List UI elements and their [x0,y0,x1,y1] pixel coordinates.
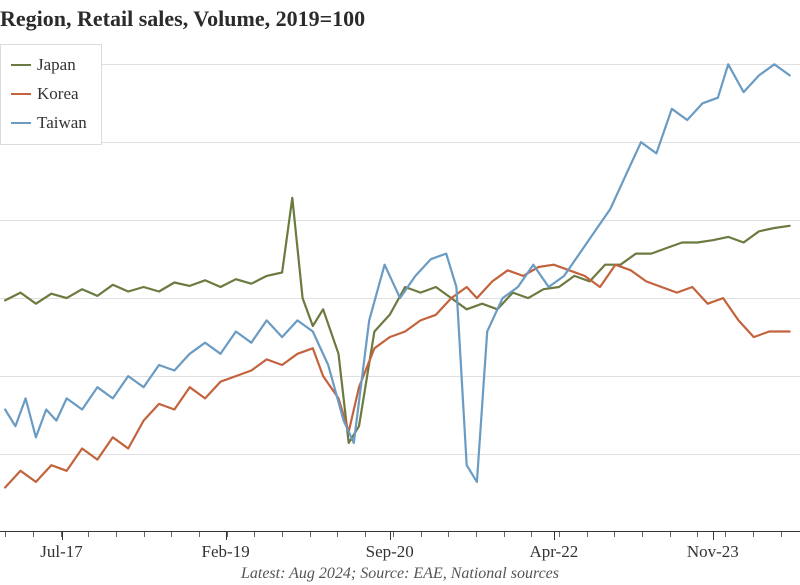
legend-label: Japan [37,51,76,80]
x-tick-minor [614,532,615,537]
x-tick-minor [171,532,172,537]
chart-title: Region, Retail sales, Volume, 2019=100 [0,6,365,32]
x-axis-label: Jul-17 [40,542,83,562]
x-tick-minor [587,532,588,537]
legend-swatch-icon [11,93,31,95]
series-line-taiwan [5,64,790,482]
legend-swatch-icon [11,122,31,124]
x-axis-label: Apr-22 [529,542,578,562]
x-tick-minor [753,532,754,537]
x-tick-minor [199,532,200,537]
x-tick-minor [421,532,422,537]
x-tick-minor [337,532,338,537]
x-tick-minor [254,532,255,537]
line-series-layer [0,42,800,532]
x-tick-major [713,532,714,540]
x-tick-minor [116,532,117,537]
x-tick-minor [227,532,228,537]
x-axis-label: Nov-23 [687,542,739,562]
legend-item-japan: Japan [11,51,87,80]
x-tick-major [226,532,227,540]
x-tick-major [62,532,63,540]
legend-item-korea: Korea [11,80,87,109]
x-axis [0,531,800,532]
x-tick-major [554,532,555,540]
series-line-korea [5,265,790,488]
x-tick-minor [365,532,366,537]
chart-footer: Latest: Aug 2024; Source: EAE, National … [0,565,800,583]
x-axis-label: Sep-20 [366,542,414,562]
legend-swatch-icon [11,64,31,66]
x-tick-minor [559,532,560,537]
x-tick-minor [725,532,726,537]
x-tick-minor [476,532,477,537]
x-tick-minor [448,532,449,537]
x-tick-major [390,532,391,540]
x-tick-minor [393,532,394,537]
legend-label: Taiwan [37,109,87,138]
series-line-japan [5,198,790,443]
legend-item-taiwan: Taiwan [11,109,87,138]
x-tick-minor [670,532,671,537]
x-tick-minor [697,532,698,537]
x-tick-minor [310,532,311,537]
x-tick-minor [642,532,643,537]
legend: Japan Korea Taiwan [0,44,102,145]
chart-container: Region, Retail sales, Volume, 2019=100 J… [0,0,800,585]
x-tick-minor [531,532,532,537]
legend-label: Korea [37,80,79,109]
x-tick-minor [88,532,89,537]
plot-area [0,42,800,532]
x-tick-minor [5,532,6,537]
x-axis-label: Feb-19 [202,542,250,562]
x-tick-minor [282,532,283,537]
x-tick-minor [504,532,505,537]
x-tick-minor [781,532,782,537]
x-tick-minor [33,532,34,537]
x-tick-minor [144,532,145,537]
